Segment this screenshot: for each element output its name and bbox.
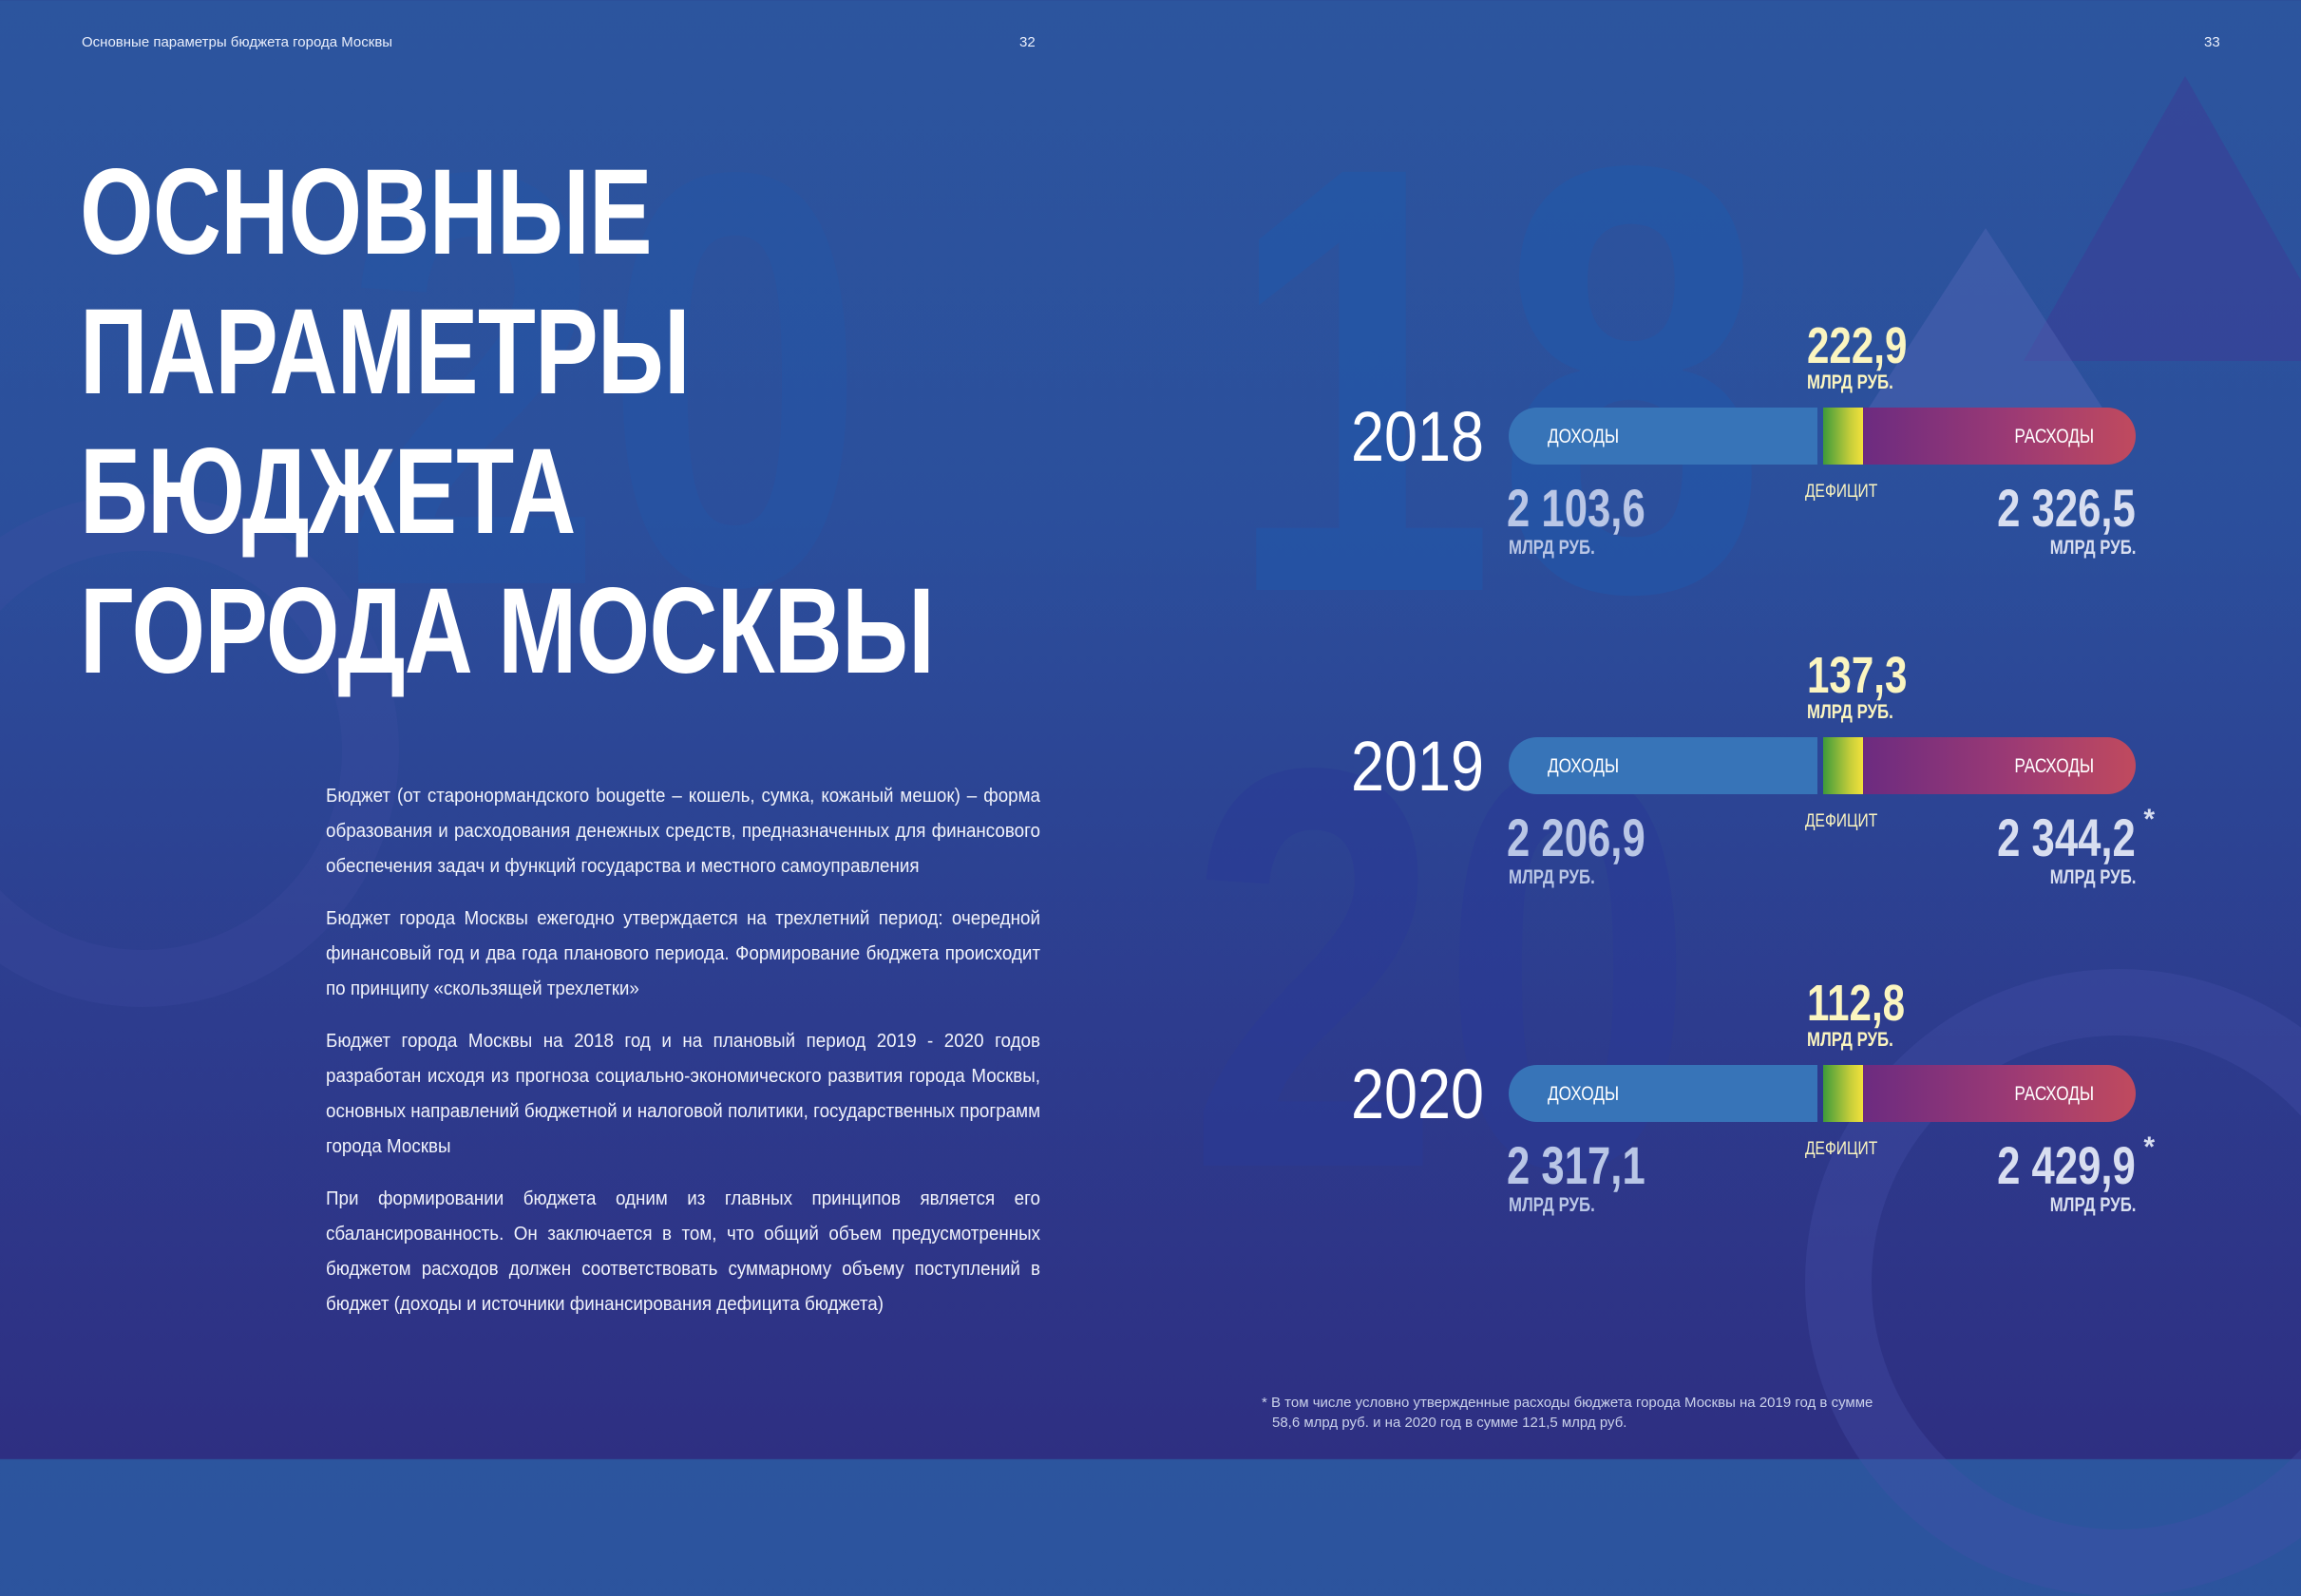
deficit-unit: МЛРД РУБ. [1807,371,1893,393]
expense-unit: МЛРД РУБ. [2049,866,2136,888]
deficit-label: ДЕФИЦИТ [1805,1139,1878,1159]
income-bar-segment [1509,737,1817,794]
footnote-marker: * [2143,1131,2155,1163]
expense-value: 2 429,9 [1997,1135,2136,1195]
income-unit: МЛРД РУБ. [1509,866,1595,888]
page-number-right: 33 [2204,34,2220,50]
deficit-label: ДЕФИЦИТ [1805,482,1878,502]
expense-unit: МЛРД РУБ. [2049,537,2136,559]
expense-label: РАСХОДЫ [2014,1083,2094,1105]
title-line: ПАРАМЕТРЫ [80,284,691,420]
expense-value: 2 326,5 [1997,478,2136,538]
page-number-left: 32 [1019,34,1036,50]
income-value: 2 103,6 [1507,478,1645,538]
footnote-line: 58,6 млрд руб. и на 2020 год в сумме 121… [1272,1415,1627,1431]
expense-label: РАСХОДЫ [2014,755,2094,777]
income-label: ДОХОДЫ [1548,1083,1620,1105]
income-bar-segment [1509,1065,1817,1122]
body-text: Бюджет (от старонормандского bougette – … [326,779,1040,1340]
paragraph: Бюджет города Москвы ежегодно утверждает… [326,908,1040,999]
deficit-unit: МЛРД РУБ. [1807,701,1893,723]
expense-label: РАСХОДЫ [2014,426,2094,447]
budget-bar: ДОХОДЫ РАСХОДЫ [1509,1065,2136,1122]
paragraph: При формировании бюджета одним из главны… [326,1188,1040,1315]
budget-bar: ДОХОДЫ РАСХОДЫ [1509,408,2136,465]
footnote-marker: * [2143,804,2155,835]
footnote: * В том числе условно утвержденные расхо… [1262,1393,1873,1433]
deficit-value: 222,9 [1807,317,1908,374]
paragraph: Бюджет города Москвы на 2018 год и на пл… [326,1031,1040,1157]
expense-bar-segment [1863,737,2136,794]
expense-bar-segment [1863,1065,2136,1122]
footnote-line: * В том числе условно утвержденные расхо… [1262,1395,1873,1411]
income-label: ДОХОДЫ [1548,426,1620,447]
deficit-value: 137,3 [1807,647,1908,704]
income-unit: МЛРД РУБ. [1509,537,1595,559]
budget-bar: ДОХОДЫ РАСХОДЫ [1509,737,2136,794]
budget-row-2018: 222,9 МЛРД РУБ. 2018 ДОХОДЫ РАСХОДЫ ДЕФИ… [1330,313,2280,626]
title-line: ОСНОВНЫЕ [80,144,653,280]
income-value: 2 317,1 [1507,1135,1645,1195]
page-title: ОСНОВНЫЕ ПАРАМЕТРЫ БЮДЖЕТА ГОРОДА МОСКВЫ [80,142,935,701]
expense-value: 2 344,2 [1997,808,2136,867]
expense-bar-segment [1863,408,2136,465]
title-line: БЮДЖЕТА [80,424,576,560]
running-title: Основные параметры бюджета города Москвы [82,34,393,50]
deficit-bar-segment [1823,1065,1863,1122]
expense-unit: МЛРД РУБ. [2049,1194,2136,1216]
budget-row-2019: 137,3 МЛРД РУБ. 2019 ДОХОДЫ РАСХОДЫ ДЕФИ… [1330,642,2280,956]
deficit-unit: МЛРД РУБ. [1807,1029,1893,1051]
budget-row-2020: 112,8 МЛРД РУБ. 2020 ДОХОДЫ РАСХОДЫ ДЕФИ… [1330,970,2280,1283]
deficit-bar-segment [1823,408,1863,465]
deficit-value: 112,8 [1807,975,1906,1032]
title-line: ГОРОДА МОСКВЫ [80,563,935,699]
year-label: 2020 [1351,1054,1484,1133]
income-unit: МЛРД РУБ. [1509,1194,1595,1216]
paragraph: Бюджет (от старонормандского bougette – … [326,786,1040,877]
deficit-label: ДЕФИЦИТ [1805,811,1878,831]
deficit-bar-segment [1823,737,1863,794]
income-bar-segment [1509,408,1817,465]
income-label: ДОХОДЫ [1548,755,1620,777]
year-label: 2018 [1351,397,1484,476]
year-label: 2019 [1351,727,1484,806]
income-value: 2 206,9 [1507,808,1645,867]
